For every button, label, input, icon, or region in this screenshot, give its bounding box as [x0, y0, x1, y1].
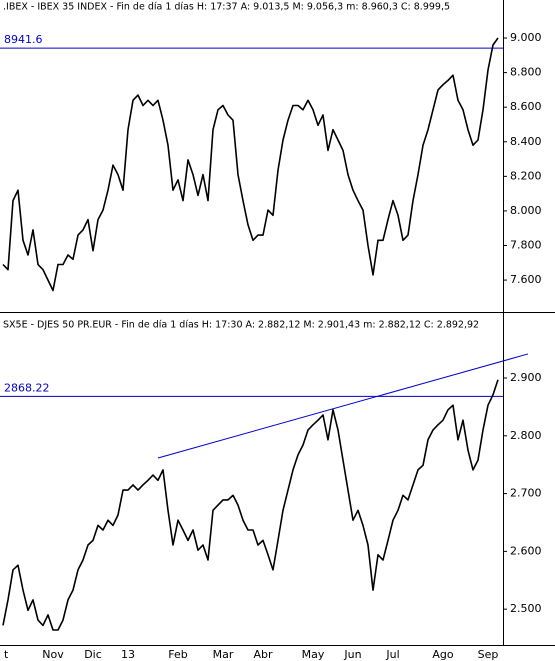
- x-tick-label: Mar: [213, 648, 234, 661]
- x-tick-label: t: [4, 648, 9, 661]
- price-line: [2, 379, 499, 631]
- y-tick-label: 7.600: [510, 273, 542, 286]
- y-tick-label: 8.200: [510, 169, 542, 182]
- reference-label: 2868.22: [4, 381, 50, 394]
- x-tick-label: Ago: [432, 648, 454, 661]
- y-tick-label: 8.000: [510, 204, 542, 217]
- x-tick-label: 13: [121, 648, 135, 661]
- panel-title: SX5E - DJES 50 PR.EUR - Fin de día 1 día…: [3, 320, 479, 331]
- x-tick-label: Feb: [168, 648, 187, 661]
- y-tick-label: 9.000: [510, 31, 542, 44]
- panel-title: .IBEX - IBEX 35 INDEX - Fin de día 1 día…: [3, 2, 450, 13]
- y-tick-label: 2.700: [510, 487, 542, 500]
- reference-label: 8941.6: [4, 33, 43, 46]
- trend-line: [157, 353, 529, 459]
- x-tick-label: Dic: [84, 648, 102, 661]
- y-tick-label: 2.500: [510, 602, 542, 615]
- y-tick-label: 7.800: [510, 239, 542, 252]
- price-line: [2, 37, 499, 292]
- y-tick-label: 2.800: [510, 429, 542, 442]
- x-tick-label: Sep: [478, 648, 499, 661]
- y-tick-label: 2.900: [510, 371, 542, 384]
- y-tick-label: 8.600: [510, 100, 542, 113]
- x-tick-label: May: [302, 648, 325, 661]
- x-tick-label: Jun: [343, 648, 361, 661]
- y-tick-label: 8.400: [510, 135, 542, 148]
- y-tick-label: 2.600: [510, 544, 542, 557]
- x-tick-label: Nov: [42, 648, 64, 661]
- x-tick-label: Abr: [253, 648, 273, 661]
- y-tick-label: 8.800: [510, 66, 542, 79]
- x-tick-label: Jul: [385, 648, 399, 661]
